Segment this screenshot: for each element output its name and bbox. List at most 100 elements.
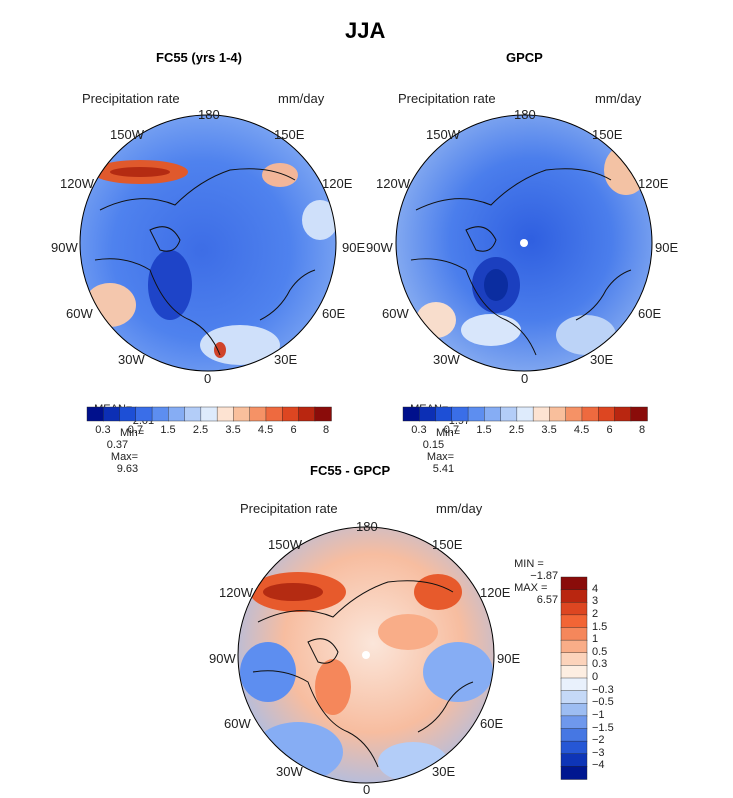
lon-60e-fc55: 60E [322, 306, 346, 321]
panel-title-fc55: FC55 (yrs 1-4) [156, 50, 242, 65]
lon-180-fc55: 180 [198, 107, 220, 122]
lon-60e-diff: 60E [480, 716, 504, 731]
colorbar-swatch [560, 677, 588, 692]
colorbar-swatch [630, 406, 648, 422]
lon-30w-gpcp: 30W [433, 352, 460, 367]
units-label-fc55: mm/day [278, 91, 325, 106]
colorbar-swatch [233, 406, 251, 422]
colorbar-tick-label: 0.5 [592, 645, 608, 658]
lon-0-gpcp: 0 [521, 371, 529, 386]
min-value: 0.37 [106, 439, 129, 451]
colorbar-tick-label: 3.5 [541, 424, 557, 436]
colorbar-swatch [560, 766, 588, 780]
lon-120w-fc55: 120W [60, 176, 94, 191]
units-label-gpcp: mm/day [595, 91, 642, 106]
lon-120e-fc55: 120E [322, 176, 353, 191]
max-value: 6.57 [536, 594, 559, 606]
lon-60w-diff: 60W [224, 716, 251, 731]
colorbar-tick-label: 8 [639, 424, 646, 436]
min-label: MIN = [514, 558, 544, 570]
colorbar-tick-label: 1.5 [592, 620, 608, 633]
lon-90w-gpcp: 90W [366, 240, 393, 255]
colorbar-swatch [265, 406, 283, 422]
colorbar-swatch [549, 406, 567, 422]
page-title: JJA [345, 18, 386, 43]
panel-title-gpcp: GPCP [506, 50, 543, 65]
colorbar-tick-label: −2 [592, 734, 605, 747]
colorbar-swatch [560, 665, 588, 679]
units-label-diff: mm/day [436, 501, 483, 516]
min-label: Min= [435, 427, 461, 439]
lon-60w-fc55: 60W [66, 306, 93, 321]
colorbar-swatch [281, 406, 300, 422]
colorbar-swatch [516, 406, 534, 422]
colorbar-tick-label: 4.5 [257, 424, 274, 436]
lon-180-gpcp: 180 [514, 107, 536, 122]
colorbar-swatch [298, 406, 316, 422]
colorbar-swatch [151, 406, 170, 422]
max-label: MAX = [514, 582, 548, 594]
colorbar-swatch [560, 639, 588, 654]
colorbar-swatch [86, 406, 104, 422]
colorbar-tick-label: −0.3 [592, 683, 614, 696]
colorbar-swatch [467, 406, 486, 422]
lon-0-diff: 0 [363, 782, 371, 797]
colorbar-swatch [560, 715, 588, 730]
colorbar-swatch [249, 406, 267, 422]
variable-label-diff: Precipitation rate [240, 501, 338, 516]
lon-90e-fc55: 90E [342, 240, 366, 255]
colorbar-swatch [560, 614, 588, 629]
colorbar-swatch [560, 627, 588, 641]
colorbar-tick-label: 3.5 [225, 424, 241, 436]
lon-90e-gpcp: 90E [655, 240, 679, 255]
max-label: Max= [110, 451, 139, 463]
colorbar-tick-label: 0.3 [592, 658, 608, 671]
colorbar-gpcp [402, 406, 648, 422]
variable-label-gpcp: Precipitation rate [398, 91, 496, 106]
lon-0-fc55: 0 [204, 371, 212, 386]
polar-map-diff [237, 526, 495, 784]
colorbar-tick-label: 1.5 [160, 424, 176, 436]
polar-map-gpcp [395, 114, 653, 372]
colorbar-tick-label: −1 [592, 708, 605, 721]
colorbar-swatch [560, 703, 588, 717]
lon-90e-diff: 90E [497, 651, 521, 666]
colorbar-tick-label: 1.5 [476, 424, 492, 436]
colorbar-tick-label: 4 [592, 582, 599, 595]
lon-120w-gpcp: 120W [376, 176, 410, 191]
colorbar-tick-label: 8 [323, 424, 330, 436]
colorbar-tick-label: 4.5 [573, 424, 590, 436]
lon-150e-fc55: 150E [274, 127, 305, 142]
lon-30w-fc55: 30W [118, 352, 145, 367]
polar-map-fc55 [79, 114, 337, 372]
colorbar-tick-label: 0.3 [95, 424, 111, 436]
colorbar-tick-label: 2 [592, 607, 599, 620]
colorbar-ticks-diff: 4 3 2 1.5 1 0.5 0.3 0 −0.3 −0.5 −1 −1.5 −2 −3 −4 [592, 577, 632, 779]
panel-title-diff: FC55 - GPCP [310, 463, 391, 478]
colorbar-swatch [135, 406, 153, 422]
lon-120e-diff: 120E [480, 585, 511, 600]
colorbar-swatch [200, 406, 218, 422]
max-label: Max= [426, 451, 455, 463]
colorbar-tick-label: 2.5 [192, 424, 209, 436]
min-value: −1.87 [530, 570, 559, 582]
colorbar-diff [560, 576, 588, 780]
stats-diff: MIN = −1.87 MAX = 6.57 [508, 546, 558, 606]
colorbar-ticks-fc55: 0.3 0.7 1.5 2.5 3.5 4.5 6 8 [87, 424, 331, 440]
max-value: 5.41 [432, 463, 455, 475]
lon-60w-gpcp: 60W [382, 306, 409, 321]
lon-30e-diff: 30E [432, 764, 456, 779]
min-value: 0.15 [422, 439, 445, 451]
colorbar-tick-label: 6 [290, 424, 297, 436]
colorbar-swatch [560, 589, 588, 603]
colorbar-swatch [500, 406, 518, 422]
colorbar-swatch [532, 406, 551, 422]
colorbar-swatch [614, 406, 632, 422]
colorbar-swatch [560, 753, 588, 768]
colorbar-swatch [402, 406, 420, 422]
colorbar-swatch [597, 406, 616, 422]
colorbar-swatch [216, 406, 235, 422]
colorbar-swatch [103, 406, 121, 422]
lon-30w-diff: 30W [276, 764, 303, 779]
colorbar-swatch [119, 406, 137, 422]
